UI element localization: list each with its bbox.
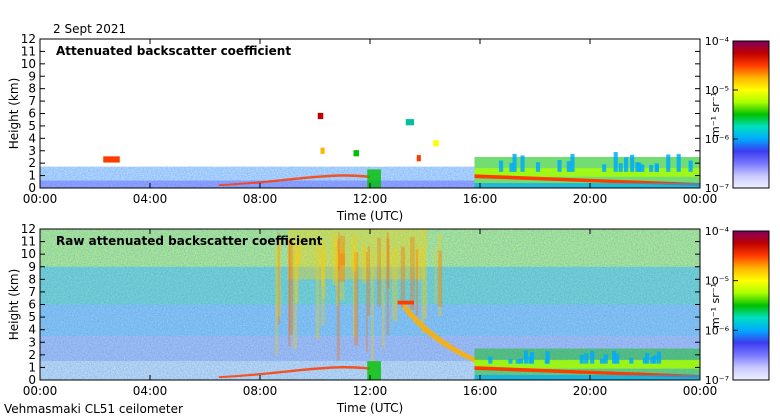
- instrument-label: Vehmasmaki CL51 ceilometer: [4, 402, 183, 416]
- colorbar-label: m⁻¹ sr⁻¹: [709, 92, 722, 137]
- y-tick-label: 6: [28, 107, 36, 121]
- y-tick-label: 0: [28, 181, 36, 195]
- x-tick-label: 16:00: [463, 192, 498, 206]
- x-tick-label: 16:00: [463, 384, 498, 398]
- y-tick-label: 2: [28, 156, 36, 170]
- y-tick-label: 4: [28, 131, 36, 145]
- y-tick-label: 1: [28, 360, 36, 374]
- x-tick-label: 20:00: [573, 192, 608, 206]
- y-tick-label: 12: [21, 222, 36, 236]
- y-tick-label: 0: [28, 373, 36, 387]
- y-tick-label: 7: [28, 285, 36, 299]
- y-tick-label: 11: [21, 44, 36, 58]
- y-tick-label: 3: [28, 335, 36, 349]
- colorbar-tick-label: 10⁻⁵: [705, 84, 729, 97]
- y-tick-label: 8: [28, 82, 36, 96]
- y-tick-label: 2: [28, 348, 36, 362]
- backscatter-field: [40, 229, 700, 380]
- y-tick-label: 10: [21, 57, 36, 71]
- colorbar-tick-label: 10⁻⁴: [705, 35, 730, 48]
- colorbar-tick-label: 10⁻⁴: [705, 225, 730, 238]
- x-tick-label: 04:00: [133, 192, 168, 206]
- x-tick-label: 08:00: [243, 384, 278, 398]
- colorbar-tick-label: 10⁻⁶: [705, 133, 730, 146]
- y-tick-label: 9: [28, 260, 36, 274]
- y-tick-label: 3: [28, 144, 36, 158]
- x-tick-label: 00:00: [23, 192, 58, 206]
- y-tick-label: 11: [21, 235, 36, 249]
- y-axis-label: Height (km): [7, 269, 21, 340]
- y-tick-label: 9: [28, 69, 36, 83]
- y-tick-label: 12: [21, 32, 36, 46]
- x-axis-label: Time (UTC): [336, 401, 403, 415]
- y-tick-label: 5: [28, 119, 36, 133]
- y-tick-label: 4: [28, 323, 36, 337]
- x-tick-label: 00:00: [683, 384, 718, 398]
- x-tick-label: 12:00: [353, 192, 388, 206]
- x-tick-label: 12:00: [353, 384, 388, 398]
- y-tick-label: 5: [28, 310, 36, 324]
- colorbar-label: m⁻¹ sr⁻¹: [709, 283, 722, 328]
- colorbar: [732, 230, 770, 381]
- y-tick-label: 10: [21, 247, 36, 261]
- x-tick-label: 00:00: [23, 384, 58, 398]
- colorbar: [732, 40, 770, 189]
- y-tick-label: 7: [28, 94, 36, 108]
- x-tick-label: 00:00: [683, 192, 718, 206]
- colorbar-tick-label: 10⁻⁷: [705, 182, 729, 195]
- y-tick-label: 1: [28, 169, 36, 183]
- colorbar-tick-label: 10⁻⁶: [705, 324, 730, 337]
- x-tick-label: 04:00: [133, 384, 168, 398]
- x-tick-label: 08:00: [243, 192, 278, 206]
- x-axis-label: Time (UTC): [336, 209, 403, 223]
- panel-raw-attenuated-backscatter: Raw attenuated backscatter coefficient01…: [7, 222, 770, 415]
- y-tick-label: 6: [28, 298, 36, 312]
- panel-title: Attenuated backscatter coefficient: [56, 44, 291, 58]
- y-tick-label: 8: [28, 272, 36, 286]
- x-tick-label: 20:00: [573, 384, 608, 398]
- date-label: 2 Sept 2021: [53, 22, 126, 36]
- colorbar-tick-label: 10⁻⁵: [705, 275, 729, 288]
- panel-attenuated-backscatter: Attenuated backscatter coefficient012345…: [7, 32, 770, 223]
- colorbar-tick-label: 10⁻⁷: [705, 374, 729, 387]
- backscatter-field: [40, 112, 700, 188]
- panel-title: Raw attenuated backscatter coefficient: [56, 234, 323, 248]
- y-axis-label: Height (km): [7, 78, 21, 149]
